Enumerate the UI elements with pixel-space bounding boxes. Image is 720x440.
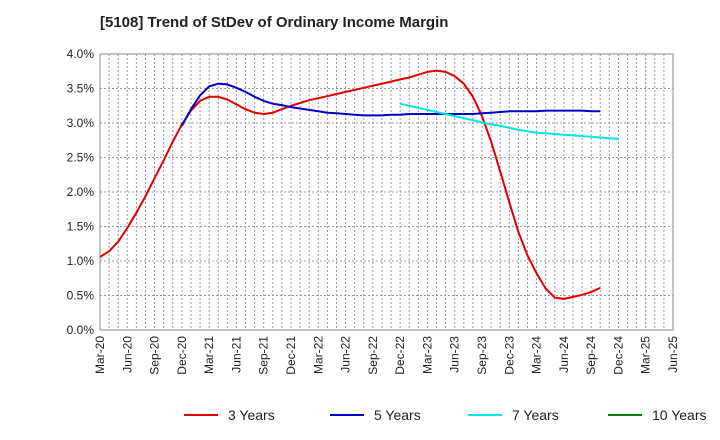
y-tick-label: 0.0%	[67, 323, 95, 337]
x-tick-label: Mar-20	[93, 336, 107, 374]
legend-item: 10 Years	[608, 404, 707, 426]
series-line-7-years	[399, 102, 619, 140]
x-tick-label: Sep-23	[475, 336, 489, 375]
x-tick-label: Jun-22	[339, 336, 353, 373]
y-tick-label: 3.0%	[67, 116, 95, 130]
chart-legend: 3 Years 5 Years 7 Years 10 Years	[0, 404, 720, 426]
x-tick-label: Dec-24	[611, 336, 625, 375]
legend-item: 5 Years	[330, 404, 421, 426]
x-tick-label: Sep-24	[584, 336, 598, 375]
legend-label: 5 Years	[374, 407, 421, 423]
x-tick-label: Dec-23	[502, 336, 516, 375]
y-tick-label: 4.0%	[67, 47, 95, 61]
x-tick-label: Dec-22	[393, 336, 407, 375]
x-tick-label: Sep-21	[257, 336, 271, 375]
x-tick-label: Mar-24	[530, 336, 544, 374]
legend-swatch	[184, 414, 218, 416]
x-tick-label: Sep-22	[366, 336, 380, 375]
x-tick-label: Jun-23	[448, 336, 462, 373]
y-tick-label: 1.5%	[67, 220, 95, 234]
y-tick-label: 2.5%	[67, 151, 95, 165]
x-tick-label: Sep-20	[148, 336, 162, 375]
series-line-5-years	[181, 82, 601, 127]
x-tick-label: Dec-21	[284, 336, 298, 375]
x-tick-label: Jun-25	[666, 336, 680, 373]
y-tick-label: 0.5%	[67, 289, 95, 303]
y-tick-label: 3.5%	[67, 82, 95, 96]
x-tick-label: Mar-25	[639, 336, 653, 374]
legend-swatch	[468, 414, 502, 416]
x-tick-label: Jun-21	[229, 336, 243, 373]
legend-label: 7 Years	[512, 407, 559, 423]
legend-item: 7 Years	[468, 404, 559, 426]
chart-title: [5108] Trend of StDev of Ordinary Income…	[100, 14, 449, 31]
x-tick-label: Mar-23	[420, 336, 434, 374]
legend-swatch	[330, 414, 364, 416]
x-tick-label: Mar-22	[311, 336, 325, 374]
y-tick-label: 2.0%	[67, 185, 95, 199]
legend-label: 3 Years	[228, 407, 275, 423]
y-tick-label: 1.0%	[67, 254, 95, 268]
x-tick-label: Dec-20	[175, 336, 189, 375]
chart-plot: 0.0% 0.5% 1.0% 1.5% 2.0% 2.5% 3.0% 3.5% 4.0% Mar-…	[67, 47, 680, 375]
legend-label: 10 Years	[652, 407, 707, 423]
legend-item: 3 Years	[184, 404, 275, 426]
x-tick-label: Jun-20	[120, 336, 134, 373]
legend-swatch	[608, 414, 642, 416]
x-tick-label: Jun-24	[557, 336, 571, 373]
x-tick-label: Mar-21	[202, 336, 216, 374]
